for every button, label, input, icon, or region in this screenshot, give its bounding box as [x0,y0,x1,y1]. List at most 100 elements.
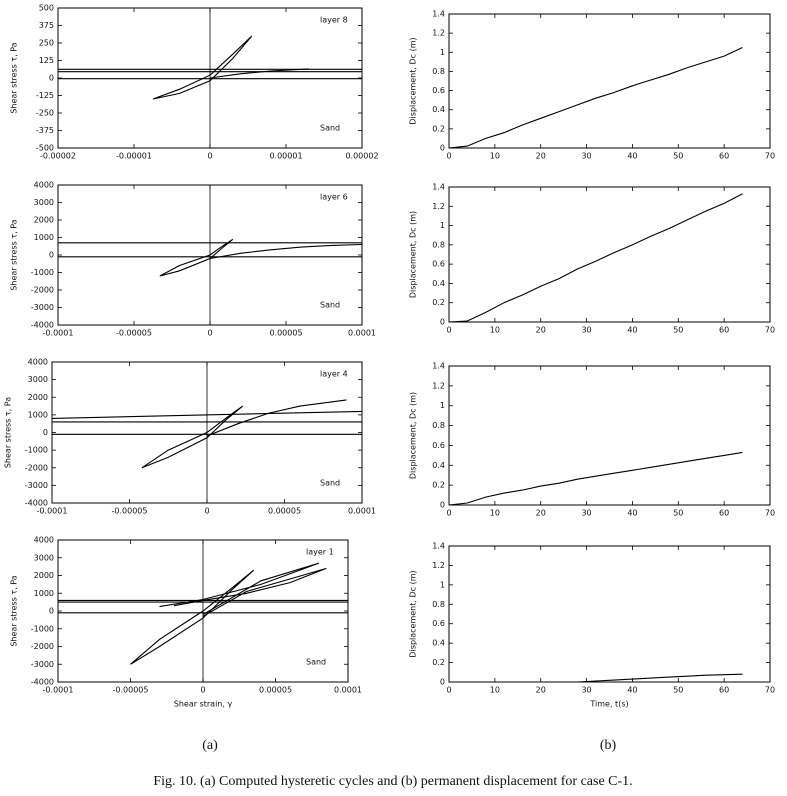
y-tick-label: -125 [36,91,54,100]
x-tick-label: 70 [765,152,775,161]
x-tick-label: 0.00005 [268,507,301,516]
x-tick-label: 70 [765,686,775,695]
y-tick-label: 3000 [34,553,54,562]
plot-area [52,399,362,469]
x-tick-label: 20 [536,509,546,518]
figure-caption: Fig. 10. (a) Computed hysteretic cycles … [153,774,632,789]
x-tick-label: 30 [581,326,591,335]
plot-frame [57,539,349,683]
y-tick-label: 0.2 [432,658,445,667]
x-tick-label: 70 [765,326,775,335]
x-tick-label: 0 [204,507,209,516]
y-tick-label: 1000 [34,233,54,242]
y-axis-label: Displacement, Dc (m) [409,570,418,657]
y-tick-label: 0 [49,607,54,616]
y-tick-label: -1000 [31,624,54,633]
y-tick-label: -375 [36,126,54,135]
annotation: layer 6 [320,193,348,202]
y-tick-label: 0.6 [432,86,445,95]
y-tick-label: 0 [440,501,445,510]
annotation: layer 8 [320,16,348,25]
plot-frame [448,13,771,149]
y-axis-label: Shear stress τ, Pa [10,575,19,646]
x-tick-label: 0.0001 [348,507,376,516]
y-tick-label: 0.2 [432,298,445,307]
x-tick-label: 0 [446,152,451,161]
y-tick-label: 0.4 [432,279,445,288]
y-tick-label: 1000 [28,410,48,419]
x-tick-label: -0.0001 [43,329,74,338]
y-tick-label: 1 [440,48,445,57]
data-line [52,410,362,419]
y-axis-label: Shear stress τ, Pa [10,42,19,113]
x-tick-label: 40 [627,686,637,695]
data-line [209,68,309,79]
plot-frame [448,186,771,323]
data-line [173,567,327,617]
y-axis-label: Displacement, Dc (m) [409,37,418,124]
x-tick-label: 0.00002 [345,152,378,161]
x-tick-label: 20 [536,326,546,335]
y-tick-label: 0 [49,251,54,260]
x-tick-label: -0.0001 [37,507,68,516]
x-tick-label: 0 [446,509,451,518]
x-tick-label: 30 [581,686,591,695]
y-tick-label: 4000 [34,536,54,545]
data-line [449,193,743,322]
x-tick-label: -0.00002 [40,152,76,161]
x-tick-label: 50 [673,686,683,695]
y-tick-label: -4000 [31,678,54,687]
y-tick-label: -4000 [31,321,54,330]
y-tick-label: 0.2 [432,481,445,490]
y-tick-label: 0.6 [432,619,445,628]
y-axis-label: Shear stress τ, Pa [10,219,19,290]
y-tick-label: 4000 [28,358,48,367]
x-tick-label: 0.00005 [259,686,292,695]
y-tick-label: 1 [440,401,445,410]
plot-frame [448,545,771,683]
y-tick-label: 1.2 [432,202,445,211]
data-line [449,451,743,505]
x-tick-label: 10 [490,152,500,161]
x-tick-label: 50 [673,326,683,335]
x-tick-label: 40 [627,509,637,518]
plot-area [58,562,348,665]
x-tick-label: 0 [207,152,212,161]
x-tick-label: 50 [673,152,683,161]
y-tick-label: 1.2 [432,561,445,570]
x-axis-label: Shear strain, γ [174,700,233,709]
x-tick-label: -0.0001 [43,686,74,695]
data-line [130,569,255,665]
y-tick-label: 0.8 [432,67,445,76]
data-line [141,405,244,469]
y-tick-label: 0 [440,678,445,687]
x-tick-label: -0.00001 [116,152,152,161]
data-line [209,243,362,260]
panel-label: (a) [202,738,218,753]
y-tick-label: -250 [36,109,54,118]
x-tick-label: 0.0001 [348,329,376,338]
y-tick-label: 0 [49,74,54,83]
y-tick-label: 0.8 [432,600,445,609]
y-axis-label: Shear stress τ, Pa [4,397,13,468]
x-tick-label: 40 [627,152,637,161]
x-tick-label: 30 [581,152,591,161]
annotation: Sand [306,658,326,667]
y-tick-label: 125 [39,56,54,65]
data-line [152,35,253,100]
data-line [206,399,347,437]
y-tick-label: 0.8 [432,421,445,430]
y-tick-label: -2000 [31,286,54,295]
y-tick-label: 0.6 [432,260,445,269]
y-tick-label: 0 [440,144,445,153]
y-tick-label: 375 [39,21,54,30]
y-tick-label: 1 [440,221,445,230]
plot-frame [57,7,363,149]
x-tick-label: -0.00005 [116,329,152,338]
x-tick-label: 20 [536,152,546,161]
y-tick-label: -3000 [25,481,48,490]
y-tick-label: 0 [440,318,445,327]
x-tick-label: 0 [200,686,205,695]
plot-area [58,238,362,277]
